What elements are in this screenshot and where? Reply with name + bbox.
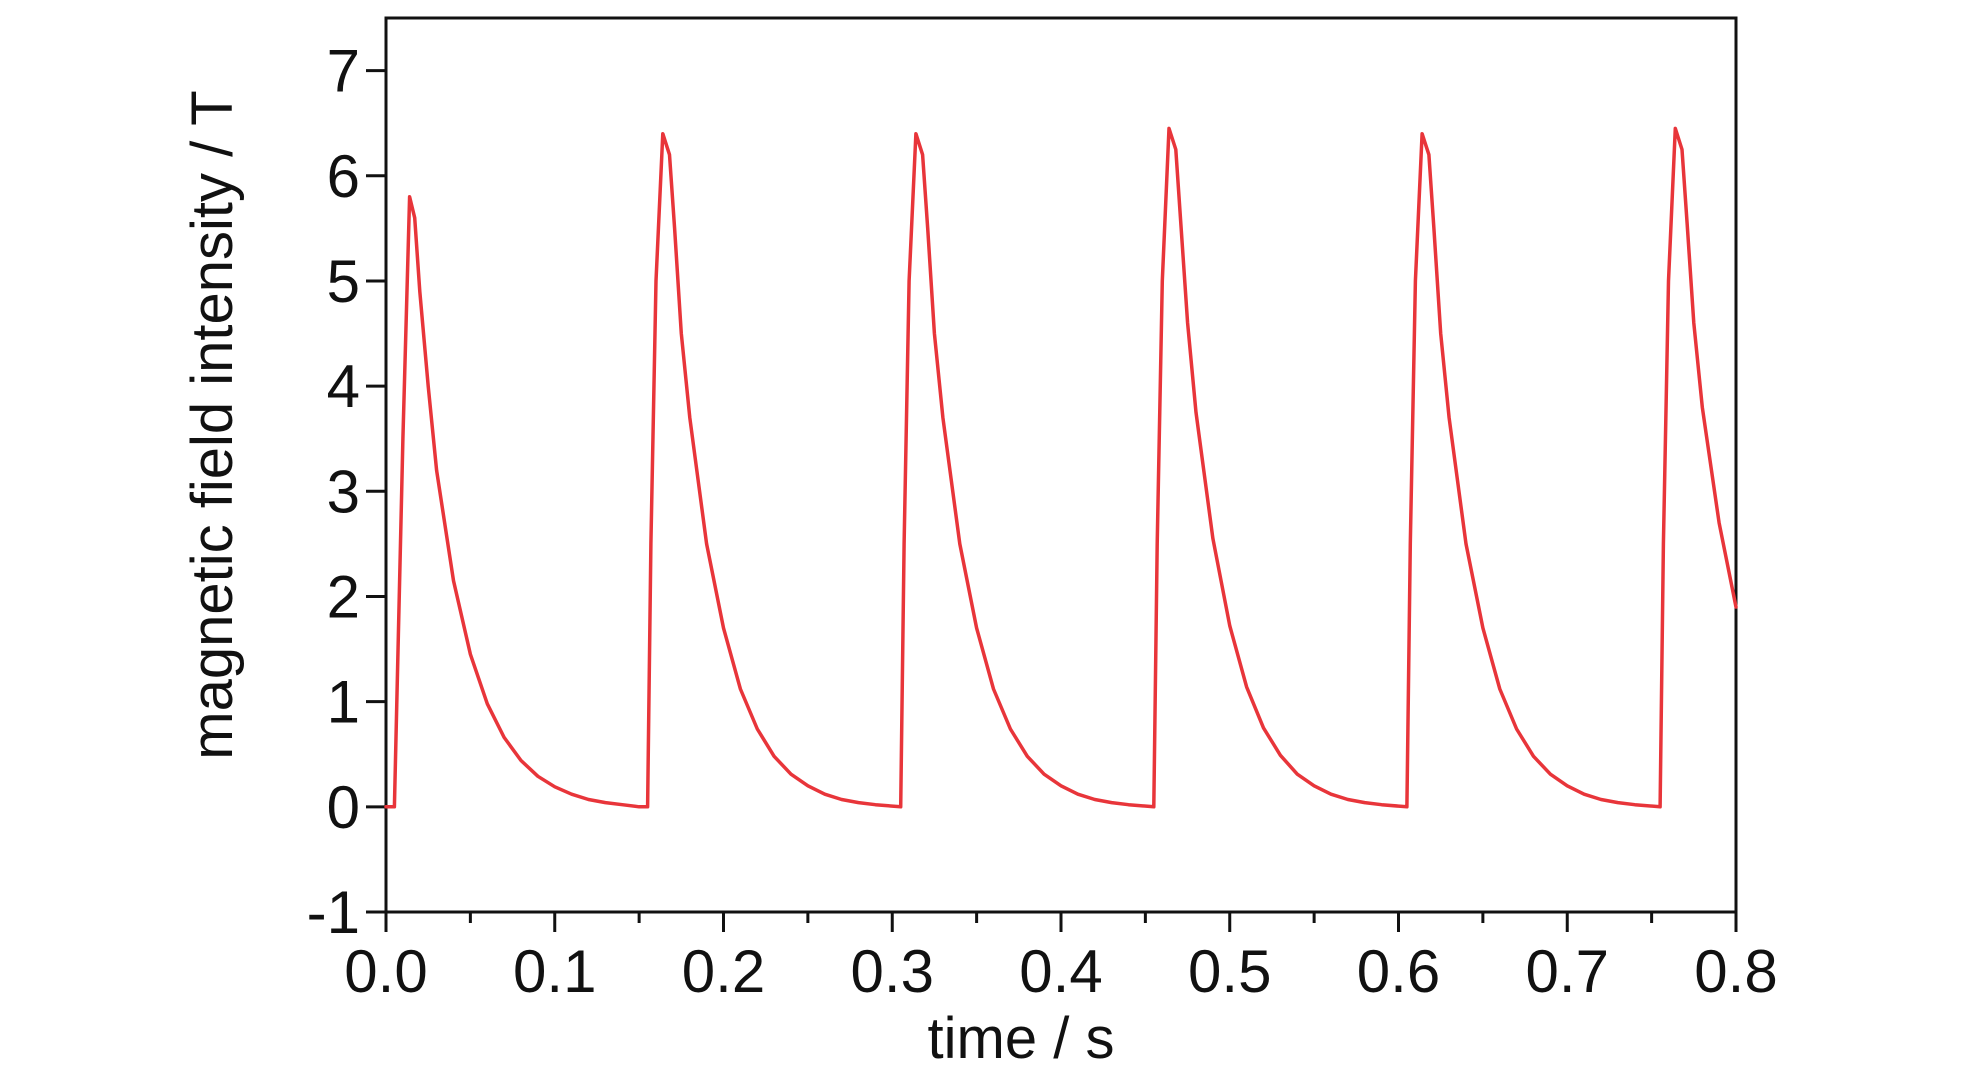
y-tick-label: 4 [327, 353, 360, 420]
y-tick-label: 1 [327, 669, 360, 736]
y-tick-label: 2 [327, 563, 360, 630]
y-tick-label: 3 [327, 458, 360, 525]
x-tick-label: 0.8 [1694, 938, 1777, 1005]
x-tick-label: 0.4 [1019, 938, 1102, 1005]
labels: -1 0 1 2 3 4 5 6 7 0.0 0.1 0.2 0.3 0.4 0.5 0.6 0.7 0.8 tim… [180, 38, 1778, 1068]
x-tick-label: 0.3 [851, 938, 934, 1005]
y-tick-label: -1 [307, 879, 360, 946]
series-line [384, 126, 1738, 809]
x-tick-label: 0.2 [682, 938, 765, 1005]
x-tick-label: 0.5 [1188, 938, 1271, 1005]
y-axis-title: magnetic field intensity / T [180, 90, 245, 759]
y-tick-label: 0 [327, 774, 360, 841]
y-tick-label: 7 [327, 38, 360, 105]
x-tick-label: 0.6 [1357, 938, 1440, 1005]
axes [366, 16, 1738, 932]
x-tick-label: 0.0 [344, 938, 427, 1005]
x-tick-label: 0.1 [513, 938, 596, 1005]
y-tick-label: 5 [327, 248, 360, 315]
x-axis-title: time / s [928, 1006, 1115, 1063]
x-tick-label: 0.7 [1526, 938, 1609, 1005]
plot-frame [384, 16, 1738, 914]
y-tick-label: 6 [327, 143, 360, 210]
series-layer [384, 126, 1738, 809]
